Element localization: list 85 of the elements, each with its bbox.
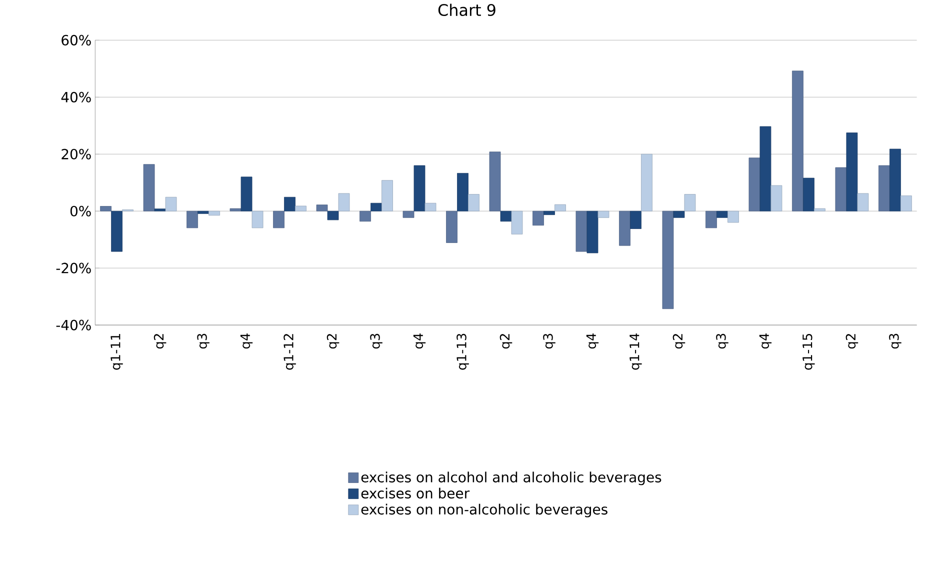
x-tick-label: q3 (370, 334, 382, 348)
bar (252, 210, 264, 228)
bar (803, 178, 814, 212)
x-tick-label: q2 (846, 334, 858, 348)
y-tick-label: -20% (56, 262, 91, 274)
x-tick-label: q4 (759, 333, 772, 348)
y-tick-label: 40% (61, 92, 91, 102)
bar (878, 165, 890, 212)
bar (900, 195, 912, 212)
x-tick-label: q3 (889, 334, 902, 348)
x-tick-label: q1-11 (110, 334, 123, 370)
bar (770, 185, 782, 212)
x-tick-label: q2 (326, 334, 340, 348)
legend-label: excises on beer (361, 488, 470, 498)
bar (641, 154, 652, 212)
y-tick-label: 60% (62, 34, 91, 46)
bar (414, 165, 426, 212)
x-tick-label: q3 (197, 334, 210, 348)
bar (835, 167, 847, 212)
x-tick-label: q1-12 (284, 334, 296, 370)
x-tick-label: q3 (543, 334, 556, 348)
bar (165, 196, 177, 212)
bar (544, 210, 555, 215)
bar (295, 206, 306, 212)
bar (619, 210, 630, 246)
bar (100, 206, 112, 212)
bar (402, 210, 414, 218)
bar (316, 204, 328, 212)
bar (532, 210, 544, 226)
bar (511, 210, 523, 234)
bar (576, 210, 588, 252)
bar (792, 70, 804, 212)
x-tick-label: q1-14 (630, 333, 642, 370)
legend-label: excises on alcohol and alcoholic beverages (361, 472, 662, 486)
chart-title: Chart 9 (438, 4, 496, 16)
x-tick-label: q2 (672, 334, 686, 348)
bar (630, 210, 642, 229)
bar (360, 210, 371, 222)
x-tick-label: q1-13 (456, 334, 469, 370)
bar (857, 193, 869, 212)
x-tick-label: q2 (154, 334, 166, 348)
bar (457, 172, 468, 212)
bar (598, 210, 610, 218)
bar (760, 126, 772, 212)
x-tick-label: q3 (716, 334, 728, 348)
legend-label: excises on non-alcoholic beverages (361, 504, 608, 518)
bar (673, 210, 685, 218)
bar (814, 208, 826, 212)
bar (468, 194, 480, 212)
bar (338, 193, 350, 212)
x-tick-label: q4 (586, 333, 599, 348)
bar (424, 202, 436, 212)
bar (846, 132, 858, 212)
x-tick-label: q1-15 (802, 334, 815, 370)
bar (748, 158, 760, 212)
bar (273, 210, 284, 228)
bar (554, 204, 566, 212)
bar (154, 208, 166, 212)
y-tick-label: -40% (56, 320, 91, 330)
bar (198, 210, 209, 214)
y-tick-label: 20% (62, 148, 91, 160)
bar (706, 210, 717, 228)
bar (500, 210, 512, 222)
bar (446, 210, 458, 243)
x-tick-label: q4 (413, 333, 426, 348)
bar (240, 176, 252, 212)
bar (208, 210, 220, 216)
bar (716, 210, 728, 218)
bar (728, 210, 739, 223)
bar (327, 210, 339, 220)
bar (370, 202, 382, 212)
bar (111, 210, 122, 252)
bar (284, 196, 296, 212)
bar (684, 194, 696, 212)
bar (586, 210, 598, 254)
bar (143, 164, 155, 212)
bar (489, 152, 501, 212)
bar (662, 210, 674, 309)
x-tick-label: q4 (240, 333, 253, 348)
x-tick-label: q2 (500, 334, 512, 348)
bar (230, 208, 242, 212)
bar (382, 180, 393, 212)
y-tick-label: 0% (70, 206, 91, 216)
bar (186, 210, 198, 228)
bar (889, 148, 901, 212)
